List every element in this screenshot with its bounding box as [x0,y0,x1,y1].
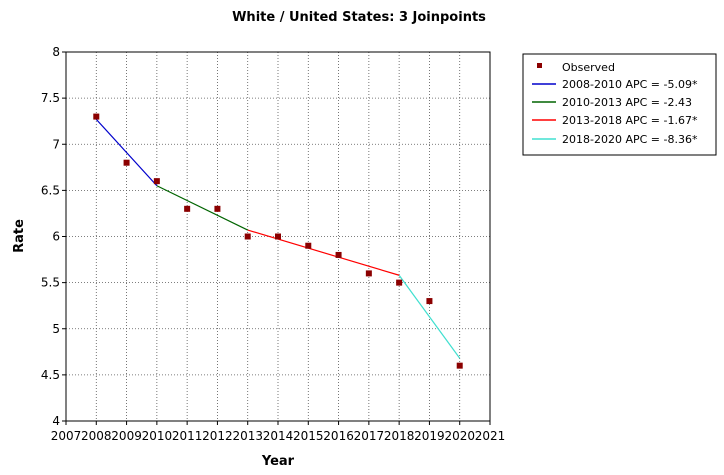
x-tick-label: 2012 [202,429,233,443]
x-tick-label: 2010 [142,429,173,443]
legend-series-3-label: 2013-2018 APC = -1.67* [562,114,698,127]
x-tick-label: 2016 [323,429,354,443]
legend-series-4-label: 2018-2020 APC = -8.36* [562,133,698,146]
y-tick-label: 7 [52,137,60,151]
observed-point [305,242,312,249]
fit-segment-4 [398,274,461,359]
observed-points [93,113,463,369]
legend-observed-label: Observed [562,61,615,74]
observed-point [244,233,251,240]
x-tick-label: 2018 [384,429,415,443]
y-tick-label: 4 [52,414,60,428]
plot-area: 2007 2008 2009 2010 2011 2012 2013 2014 2015 2016… [41,45,505,443]
fit-segment-1 [95,118,158,187]
observed-point [365,270,372,277]
x-tick-label: 2011 [172,429,203,443]
observed-point [123,159,130,166]
observed-point [335,251,342,258]
x-tick-label: 2020 [444,429,475,443]
x-tick-label: 2017 [354,429,385,443]
fit-segment-3 [247,229,400,276]
chart-title: White / United States: 3 Joinpoints [232,10,486,25]
observed-point [275,233,281,240]
x-tick-label: 2015 [293,429,324,443]
x-axis-ticks: 2007 2008 2009 2010 2011 2012 2013 2014 2015 2016… [51,421,506,443]
fit-lines [95,118,461,359]
x-tick-label: 2008 [81,429,112,443]
x-tick-label: 2009 [111,429,142,443]
observed-point [93,113,100,120]
x-tick-label: 2014 [263,429,294,443]
y-axis-label: Rate [12,219,27,253]
observed-point [456,362,463,369]
x-tick-label: 2013 [232,429,263,443]
x-tick-label: 2007 [51,429,82,443]
legend-box [522,53,717,156]
legend: Observed 2008-2010 APC = -5.09* 2010-201… [522,53,717,156]
observed-point [214,205,221,212]
legend-series-2-label: 2010-2013 APC = -2.43 [562,96,692,109]
legend-observed-marker [537,63,542,68]
y-tick-label: 6.5 [41,183,60,197]
y-tick-label: 5 [52,322,60,336]
y-tick-label: 6 [52,230,60,244]
y-tick-label: 7.5 [41,91,60,105]
y-tick-label: 4.5 [41,368,60,382]
observed-point [153,178,160,185]
x-tick-label: 2021 [475,429,506,443]
x-axis-label: Year [261,454,295,469]
y-tick-label: 5.5 [41,276,60,290]
legend-series-1-label: 2008-2010 APC = -5.09* [562,78,698,91]
observed-point [184,205,191,212]
observed-point [396,279,403,286]
y-axis-ticks: 4 4.5 5 5.5 6 6.5 7 7.5 8 [41,45,66,428]
fit-segment-2 [156,185,248,231]
x-tick-label: 2019 [414,429,445,443]
y-tick-label: 8 [52,45,60,59]
observed-point [426,298,433,305]
